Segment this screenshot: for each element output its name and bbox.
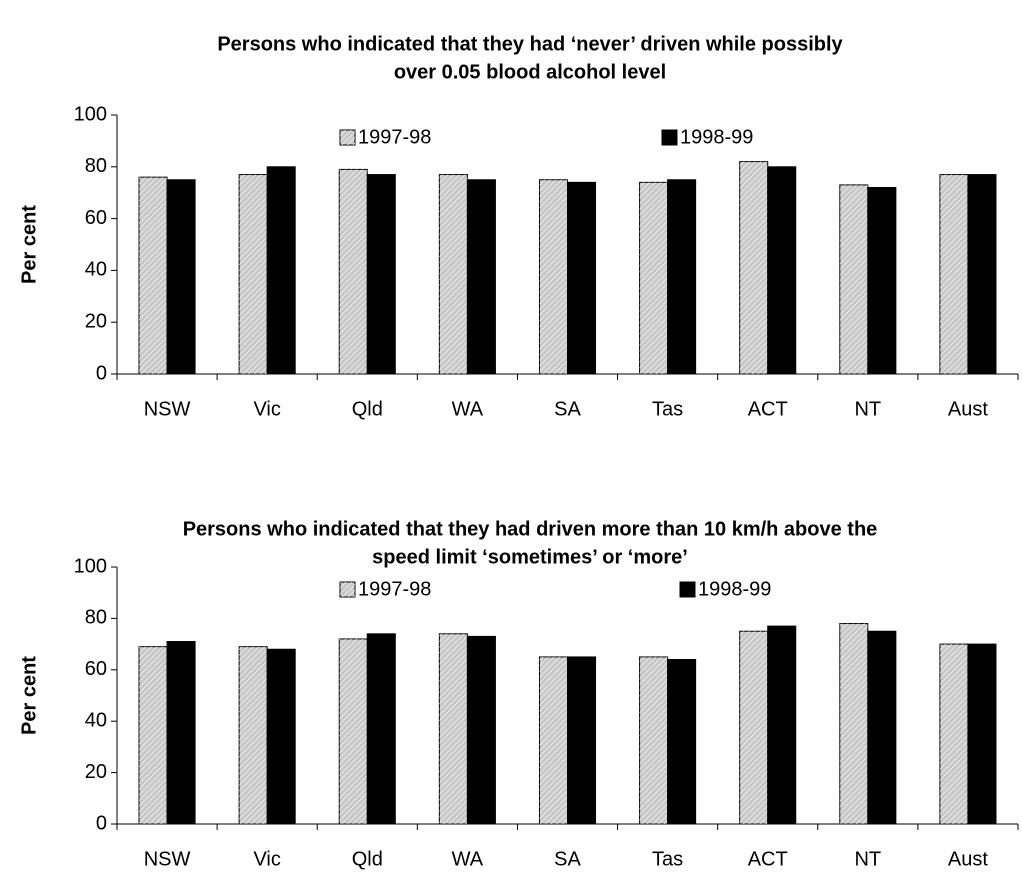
x-tick-label: NT <box>854 848 881 870</box>
bar <box>667 179 697 375</box>
x-tick-label: NSW <box>144 398 191 420</box>
bar <box>438 633 468 825</box>
y-tick-label: 100 <box>74 555 107 577</box>
bar <box>639 656 669 825</box>
bar <box>266 166 296 375</box>
bar <box>538 656 568 825</box>
legend-swatch <box>679 581 696 598</box>
bar <box>939 174 969 375</box>
bar <box>967 174 997 375</box>
bar <box>366 633 396 825</box>
bar <box>739 161 769 375</box>
legend-label: 1998-99 <box>698 578 771 600</box>
bar <box>438 174 468 375</box>
y-tick-label: 40 <box>85 259 107 281</box>
bar <box>238 174 268 375</box>
bar <box>639 181 669 375</box>
y-tick-label: 100 <box>74 103 107 125</box>
bar <box>466 179 496 375</box>
y-tick-label: 0 <box>96 812 107 834</box>
bar <box>266 648 296 825</box>
bar <box>338 168 368 375</box>
y-axis-label: Per cent <box>18 205 40 284</box>
x-tick-label: Aust <box>948 848 988 870</box>
bar <box>767 625 797 825</box>
chart-title: Persons who indicated that they had driv… <box>183 518 878 540</box>
bar <box>967 643 997 825</box>
x-tick-label: WA <box>452 848 484 870</box>
y-tick-label: 20 <box>85 761 107 783</box>
bar <box>939 643 969 825</box>
legend-label: 1997-98 <box>358 126 431 148</box>
legend-hatch <box>340 582 355 597</box>
x-tick-label: Aust <box>948 398 988 420</box>
x-tick-label: NT <box>854 398 881 420</box>
x-tick-label: Qld <box>352 398 383 420</box>
bar <box>238 646 268 825</box>
bar <box>767 166 797 375</box>
y-tick-label: 60 <box>85 658 107 680</box>
x-tick-label: Tas <box>652 398 683 420</box>
chart-title: Persons who indicated that they had ‘nev… <box>217 33 843 55</box>
y-tick-label: 60 <box>85 207 107 229</box>
bar <box>839 623 869 825</box>
x-tick-label: ACT <box>748 398 788 420</box>
chart-title: speed limit ‘sometimes’ or ‘more’ <box>372 546 688 568</box>
bar <box>138 176 168 375</box>
legend-label: 1997-98 <box>358 578 431 600</box>
bar <box>166 641 196 825</box>
x-tick-label: Vic <box>253 848 280 870</box>
bar <box>138 646 168 825</box>
bar <box>166 179 196 375</box>
bar <box>867 187 897 375</box>
chart-title: over 0.05 blood alcohol level <box>394 61 666 83</box>
x-tick-label: Tas <box>652 848 683 870</box>
bar <box>667 659 697 825</box>
bar <box>867 630 897 825</box>
bar <box>567 181 597 375</box>
x-tick-label: WA <box>452 398 484 420</box>
x-tick-label: Vic <box>253 398 280 420</box>
x-tick-label: ACT <box>748 848 788 870</box>
y-tick-label: 20 <box>85 310 107 332</box>
bar <box>739 630 769 825</box>
bar <box>567 656 597 825</box>
y-tick-label: 40 <box>85 709 107 731</box>
y-axis-label: Per cent <box>18 656 40 735</box>
bar <box>538 179 568 375</box>
bar <box>466 635 496 825</box>
legend-swatch <box>661 129 678 146</box>
x-tick-label: NSW <box>144 848 191 870</box>
y-tick-label: 80 <box>85 155 107 177</box>
legend-label: 1998-99 <box>680 126 753 148</box>
bar <box>338 638 368 825</box>
y-tick-label: 0 <box>96 362 107 384</box>
x-tick-label: SA <box>554 398 581 420</box>
bar <box>839 184 869 375</box>
legend-hatch <box>340 130 355 145</box>
bar <box>366 174 396 375</box>
x-tick-label: Qld <box>352 848 383 870</box>
x-tick-label: SA <box>554 848 581 870</box>
y-tick-label: 80 <box>85 607 107 629</box>
